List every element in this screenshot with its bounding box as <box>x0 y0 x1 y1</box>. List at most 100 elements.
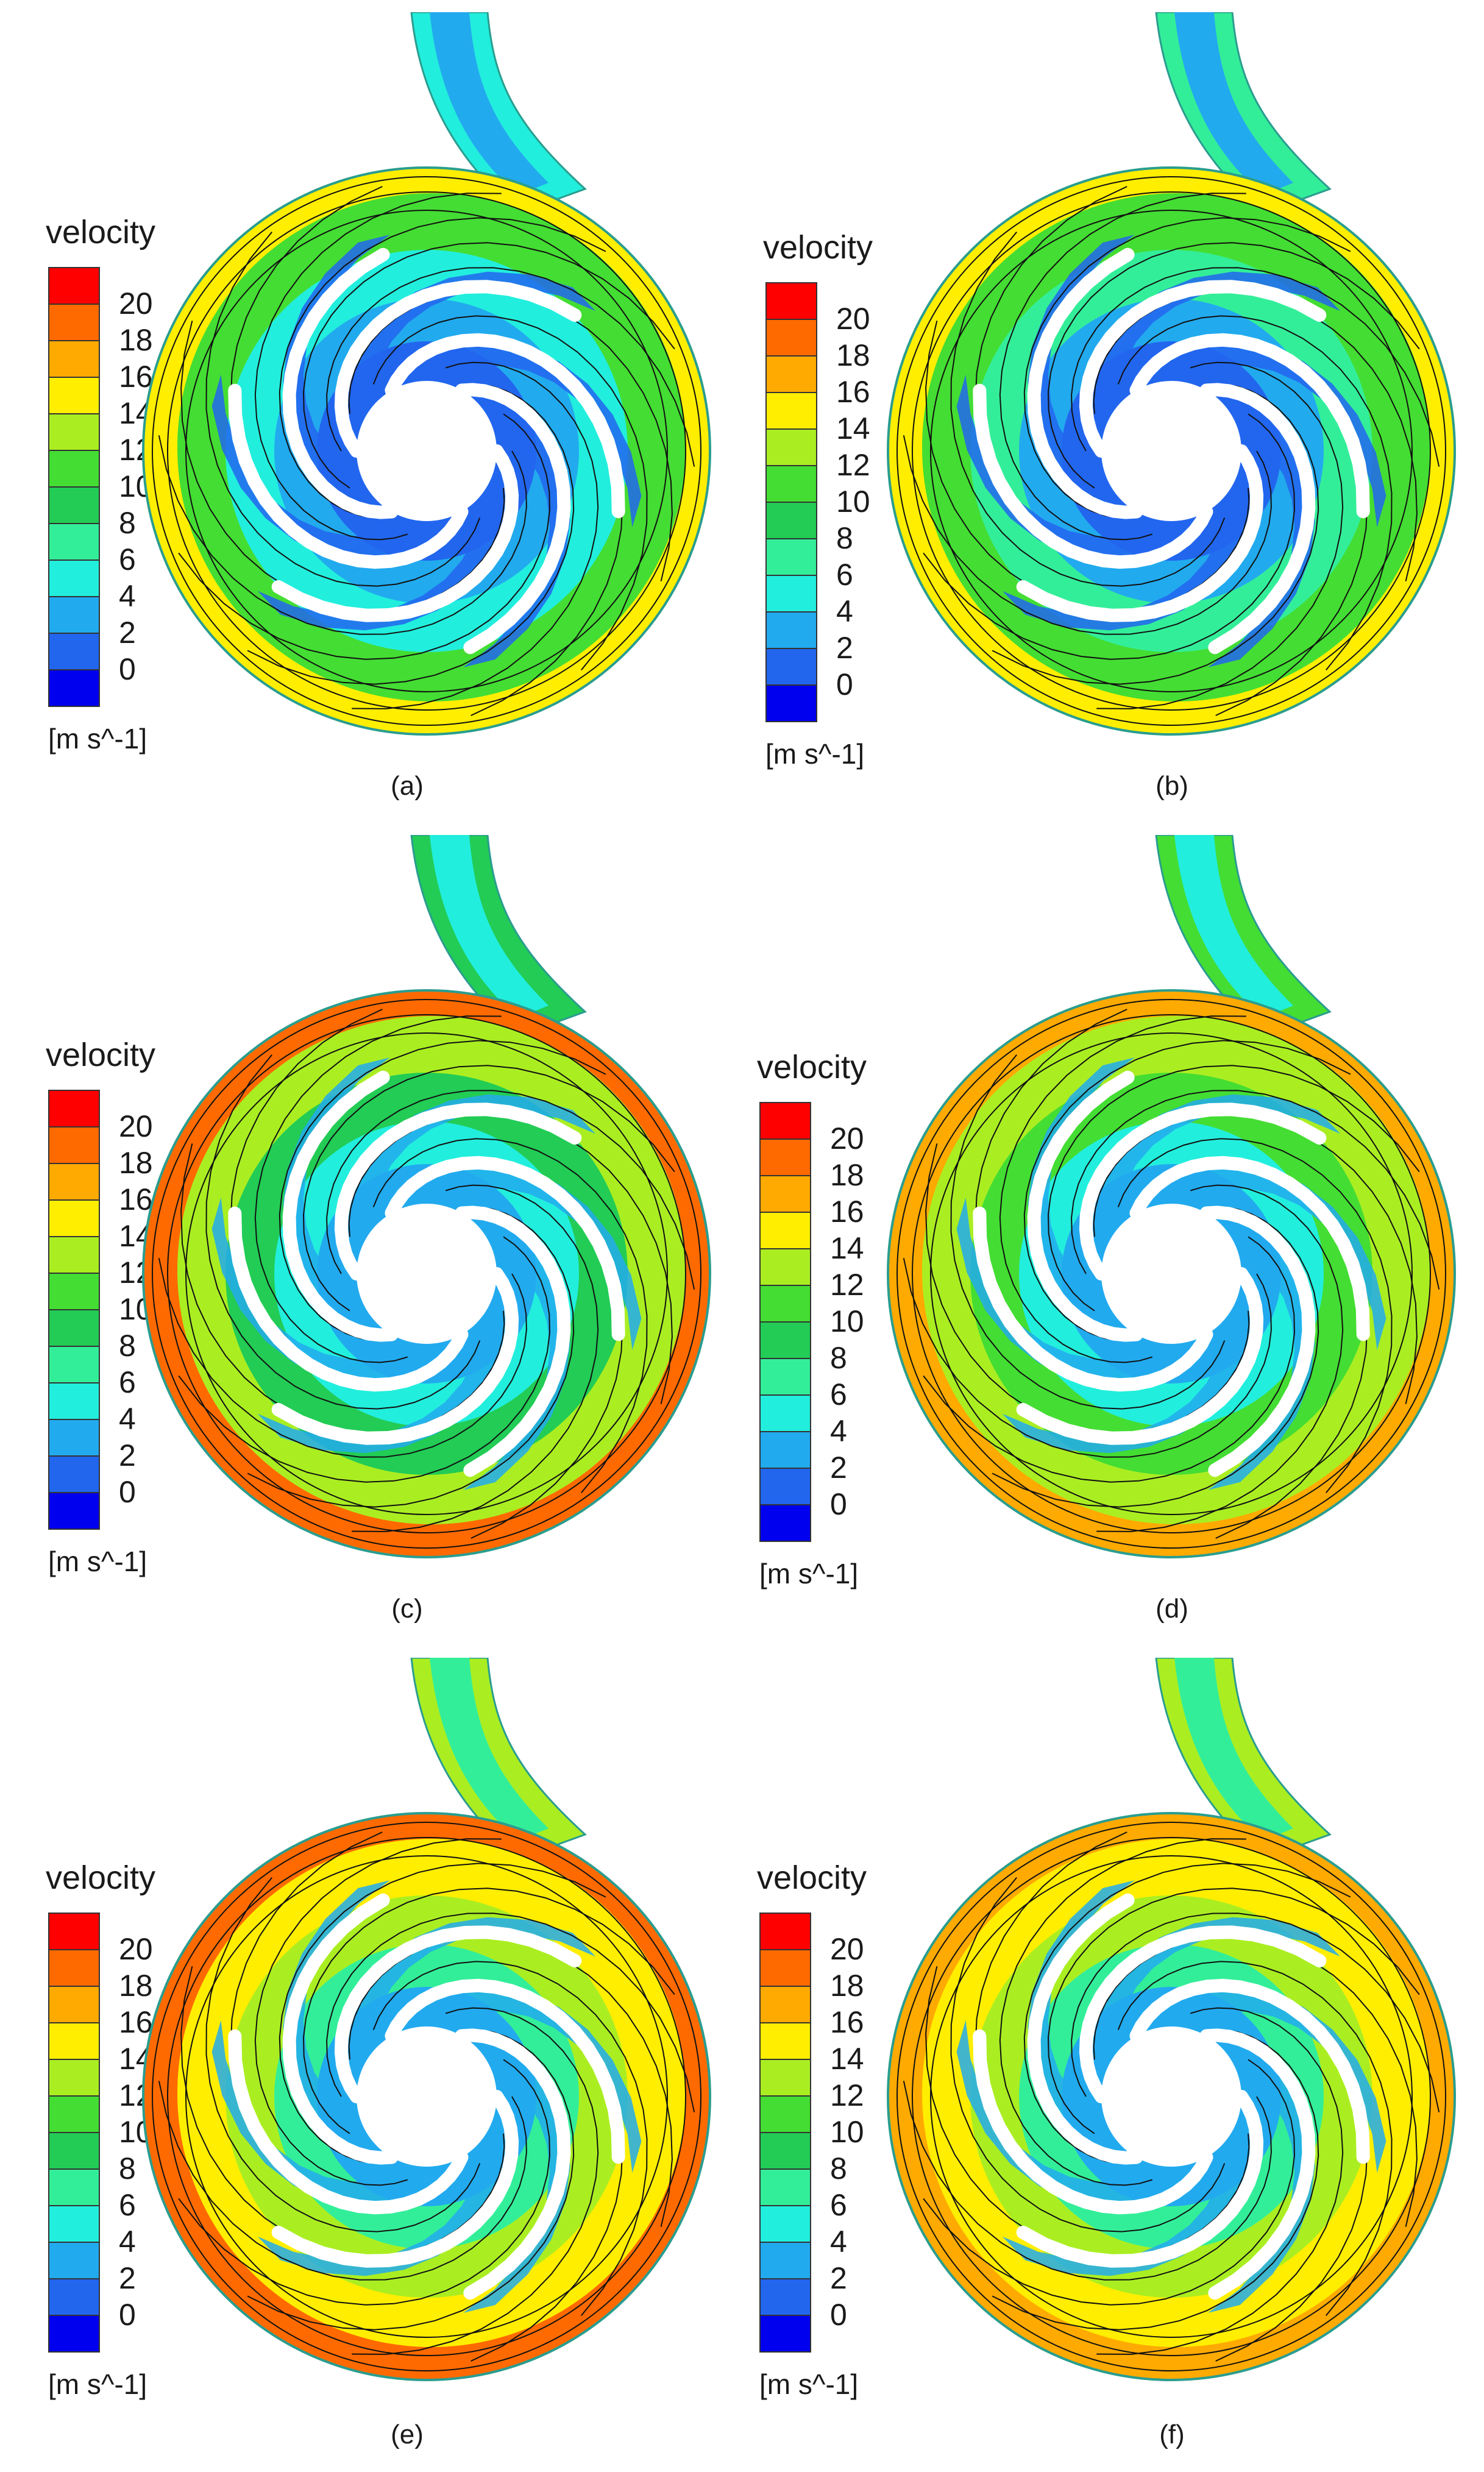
impeller-blade <box>228 1206 469 1392</box>
impeller-blade <box>271 1267 519 1445</box>
discharge-core-region <box>430 12 549 195</box>
colorbar-tick-label: 0 <box>830 2298 847 2332</box>
low-velocity-zone <box>1028 1057 1135 1322</box>
colorbar-tick-label: 16 <box>830 1195 864 1229</box>
impeller-blade <box>385 1978 625 2164</box>
colorbar-swatch <box>48 1090 100 1128</box>
colorbar-swatch <box>48 559 100 597</box>
colorbar-swatch <box>765 538 817 576</box>
colorbar-tick-label: 4 <box>119 579 136 613</box>
impeller-blade <box>271 444 519 622</box>
colorbar-swatch <box>48 2059 100 2097</box>
colorbar-swatch <box>765 282 817 320</box>
streamline <box>1071 1090 1440 1290</box>
colorbar-tick-label: 20 <box>836 302 870 336</box>
colorbar-title: velocity <box>757 1859 867 1896</box>
streamline <box>992 383 1319 685</box>
colorbar-tick-label: 8 <box>119 2151 136 2186</box>
impeller-hub <box>1101 1204 1241 1344</box>
impeller-blade <box>334 280 582 458</box>
streamline <box>950 1877 1226 2232</box>
colorbar-swatch <box>48 2022 100 2060</box>
impeller-blade <box>973 383 1213 569</box>
colorbar-swatch <box>48 2168 100 2206</box>
colorbar-swatch <box>48 523 100 561</box>
low-velocity-zone <box>283 1057 390 1322</box>
colorbar-swatch <box>48 1382 100 1420</box>
streamline <box>152 1822 701 2371</box>
streamline <box>1117 1138 1393 1494</box>
streamline <box>254 1838 502 2186</box>
low-velocity-zone <box>283 1880 390 2145</box>
low-velocity-zone <box>257 472 503 631</box>
colorbar-tick-label: 10 <box>830 2115 864 2149</box>
streamline <box>279 1040 606 1341</box>
streamline <box>1117 1961 1393 2317</box>
streamline <box>1047 1065 1420 1312</box>
streamline <box>1117 315 1393 671</box>
colorbar-swatch <box>48 1199 100 1237</box>
panel-caption: (f) <box>1159 2420 1185 2449</box>
streamline <box>903 2081 1272 2281</box>
panel-caption: (b) <box>1156 771 1188 801</box>
streamline <box>1023 1040 1351 1341</box>
streamline <box>326 1913 695 2112</box>
impeller-blade <box>1129 333 1370 519</box>
impeller-blade <box>1016 1267 1264 1445</box>
colorbar-swatch <box>759 2095 811 2133</box>
colorbar-swatch <box>759 1175 811 1213</box>
streamline <box>185 1032 668 1515</box>
colorbar-swatch <box>48 2095 100 2133</box>
colorbar-swatch <box>765 648 817 686</box>
panel-b: velocity 20 18 16 14 12 10 8 6 4 2 0 [m s^-1] (b) <box>742 0 1484 823</box>
colorbar-units: [m s^-1] <box>48 723 147 755</box>
colorbar-swatch <box>48 2205 100 2243</box>
streamline-plot <box>142 12 711 736</box>
colorbar-tick-label: 6 <box>119 2188 136 2222</box>
streamline <box>950 231 1226 587</box>
streamline <box>167 1837 686 2356</box>
low-velocity-zone <box>463 2048 570 2313</box>
colorbar-swatch <box>759 1212 811 1249</box>
streamline <box>1023 217 1351 519</box>
impeller-blade <box>1199 383 1316 655</box>
colorbar-swatch <box>759 1248 811 1286</box>
panel-f: velocity 20 18 16 14 12 10 8 6 4 2 0 [m s^-1] (f) <box>742 1646 1484 2472</box>
streamline <box>185 210 668 692</box>
streamline <box>999 1015 1246 1363</box>
colorbar-tick-label: 6 <box>119 1365 136 1399</box>
streamline <box>1047 242 1420 489</box>
colorbar-swatch <box>765 428 817 466</box>
panel-caption: (a) <box>391 771 424 801</box>
colorbar-swatch <box>48 304 100 341</box>
colorbar-swatches <box>48 267 100 707</box>
panel-caption: (e) <box>391 2420 424 2449</box>
impeller-blade <box>973 1206 1213 1392</box>
colorbar-swatch <box>48 486 100 524</box>
impeller-blade <box>228 383 469 569</box>
colorbar-tick-label: 10 <box>836 485 870 519</box>
streamline <box>205 1877 481 2232</box>
impeller-blade <box>455 2028 571 2300</box>
streamline <box>205 231 481 587</box>
colorbar-swatch <box>759 1468 811 1505</box>
impeller-blade <box>1199 2028 1316 2300</box>
colorbar-swatch <box>759 1431 811 1469</box>
impeller-blade <box>385 1156 625 1341</box>
colorbar-swatch <box>759 2168 811 2206</box>
colorbar-swatch <box>48 2132 100 2170</box>
streamline <box>912 1837 1431 2356</box>
colorbar-tick-label: 4 <box>830 1414 847 1448</box>
streamline <box>930 1032 1413 1515</box>
colorbar-tick-label: 4 <box>119 2225 136 2259</box>
streamline <box>999 1838 1246 2186</box>
streamline <box>352 361 599 709</box>
colorbar-tick-label: 8 <box>830 2151 847 2186</box>
impeller-hub <box>357 2026 497 2167</box>
low-velocity-zone <box>1002 1295 1248 1454</box>
streamline <box>912 1014 1431 1533</box>
impeller-blade <box>1027 1070 1143 1342</box>
impeller-blade <box>455 383 571 655</box>
streamline <box>185 1855 668 2338</box>
colorbar-title: velocity <box>46 1037 156 1073</box>
